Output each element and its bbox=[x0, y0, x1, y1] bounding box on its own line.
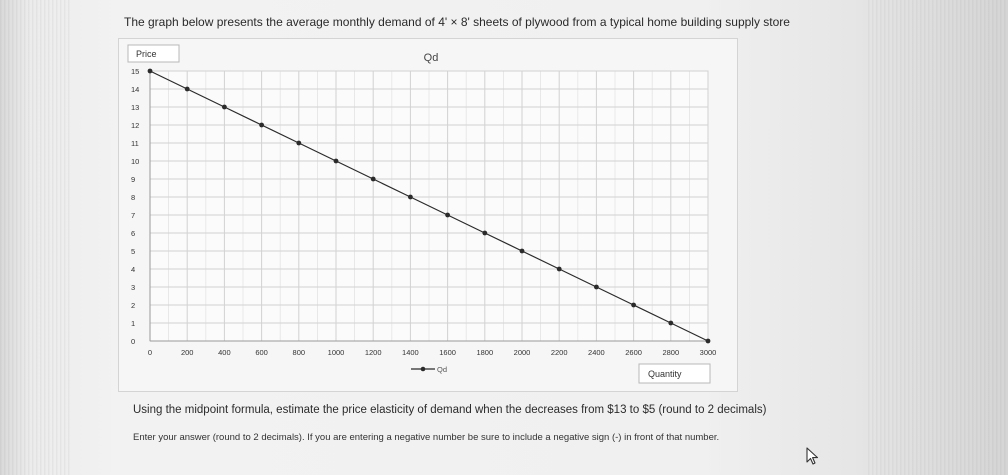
data-point bbox=[222, 104, 227, 110]
y-tick-label: 5 bbox=[131, 247, 135, 256]
x-tick-label: 600 bbox=[255, 348, 268, 357]
photo-edge-right bbox=[868, 0, 1008, 475]
data-point bbox=[408, 194, 413, 200]
y-axis-label: Price bbox=[136, 49, 157, 59]
x-tick-label: 0 bbox=[148, 348, 152, 357]
x-tick-label: 400 bbox=[218, 348, 231, 357]
data-point bbox=[594, 284, 599, 290]
y-tick-label: 15 bbox=[131, 67, 139, 76]
chart-title: Qd bbox=[424, 52, 439, 64]
y-tick-label: 9 bbox=[131, 175, 135, 184]
y-tick-label: 6 bbox=[131, 229, 135, 238]
y-axis-label-box bbox=[127, 44, 180, 63]
demand-line bbox=[149, 70, 709, 342]
legend-marker bbox=[420, 366, 426, 372]
data-point bbox=[556, 266, 562, 272]
x-axis-label-box bbox=[638, 363, 711, 384]
x-tick-label: 1400 bbox=[402, 348, 419, 357]
y-tick-label: 7 bbox=[131, 211, 135, 220]
y-tick-label: 1 bbox=[131, 319, 135, 328]
x-tick-label: 2200 bbox=[551, 348, 568, 357]
series-layer bbox=[147, 68, 711, 344]
x-tick-label: 2800 bbox=[662, 348, 679, 357]
y-tick-label: 11 bbox=[131, 139, 139, 148]
data-point bbox=[296, 140, 302, 146]
data-point bbox=[184, 86, 190, 92]
y-tick-label: 0 bbox=[131, 337, 135, 346]
y-tick-label: 13 bbox=[131, 103, 139, 112]
x-tick-label: 2000 bbox=[514, 348, 531, 357]
y-tick-label: 10 bbox=[131, 157, 139, 166]
data-point bbox=[482, 230, 488, 236]
x-tick-label: 1800 bbox=[476, 348, 493, 357]
x-tick-label: 1600 bbox=[439, 348, 456, 357]
data-point bbox=[705, 338, 711, 344]
y-tick-label: 8 bbox=[131, 193, 135, 202]
mouse-pointer-icon bbox=[806, 447, 819, 465]
x-tick-label: 3000 bbox=[700, 348, 717, 357]
data-point bbox=[370, 176, 376, 182]
x-tick-label: 2400 bbox=[588, 348, 605, 357]
data-point bbox=[333, 158, 339, 164]
data-point bbox=[668, 320, 674, 326]
data-point bbox=[445, 212, 450, 218]
question-title: The graph below presents the average mon… bbox=[124, 15, 790, 29]
photo-edge-left bbox=[0, 0, 70, 475]
y-tick-label: 4 bbox=[131, 265, 135, 274]
data-point bbox=[631, 302, 636, 308]
x-axis-label: Quantity bbox=[648, 369, 682, 379]
grid-lines bbox=[149, 70, 709, 342]
demand-chart: 0 1 2 3 4 5 6 7 8 9 10 11 12 13 14 15 0 200 400 600 800 1000 1… bbox=[118, 38, 738, 392]
y-tick-label: 3 bbox=[131, 283, 135, 292]
axes bbox=[149, 71, 708, 342]
y-tick-label: 12 bbox=[131, 121, 139, 130]
x-tick-label: 1200 bbox=[365, 348, 382, 357]
data-point bbox=[519, 248, 525, 254]
answer-instruction: Enter your answer (round to 2 decimals).… bbox=[133, 432, 720, 443]
question-prompt: Using the midpoint formula, estimate the… bbox=[133, 404, 767, 416]
data-point bbox=[259, 122, 264, 128]
x-tick-label: 800 bbox=[293, 348, 306, 357]
legend-label: Qd bbox=[437, 365, 447, 374]
x-tick-label: 2600 bbox=[625, 348, 642, 357]
data-point bbox=[147, 68, 153, 74]
y-tick-label: 2 bbox=[131, 301, 135, 310]
x-tick-label: 1000 bbox=[328, 348, 345, 357]
x-tick-label: 200 bbox=[181, 348, 194, 357]
y-tick-label: 14 bbox=[131, 85, 139, 94]
